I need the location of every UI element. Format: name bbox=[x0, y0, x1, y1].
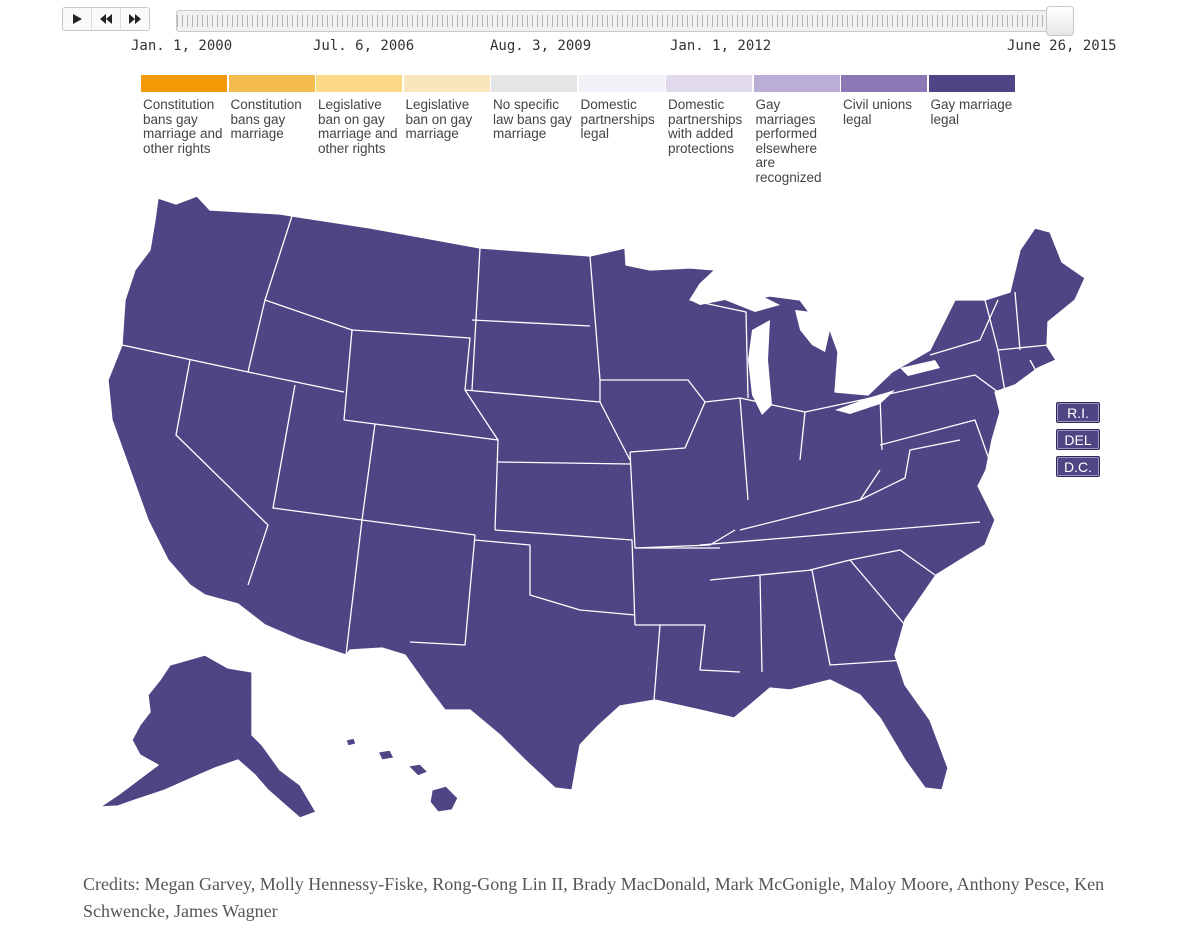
lake-ontario bbox=[900, 360, 940, 376]
legend-swatch bbox=[491, 75, 577, 92]
legend: Constitution bans gay marriage and other… bbox=[141, 75, 1016, 185]
timeline-slider-handle[interactable] bbox=[1046, 6, 1074, 36]
timeline-tick-label: June 26, 2015 bbox=[1007, 38, 1117, 54]
fast-forward-button[interactable] bbox=[121, 8, 149, 30]
timeline-tick-label: Jan. 1, 2012 bbox=[670, 38, 772, 54]
fast-forward-icon bbox=[129, 14, 141, 24]
lake-huron bbox=[795, 310, 830, 352]
legend-item: No specific law bans gay marriage bbox=[491, 75, 577, 185]
legend-swatch bbox=[841, 75, 927, 92]
timeline-tick-label: Jul. 6, 2006 bbox=[313, 38, 415, 54]
legend-swatch bbox=[753, 75, 840, 92]
legend-swatch bbox=[666, 75, 752, 92]
legend-swatch bbox=[928, 75, 1015, 92]
legend-item: Domestic partnerships legal bbox=[578, 75, 665, 185]
legend-item: Legislative ban on gay marriage and othe… bbox=[316, 75, 402, 185]
alaska[interactable] bbox=[99, 654, 317, 819]
legend-label: Legislative ban on gay marriage and othe… bbox=[318, 97, 398, 156]
legend-label: Domestic partnerships legal bbox=[580, 97, 655, 141]
lake-superior bbox=[690, 285, 780, 312]
legend-item: Legislative ban on gay marriage bbox=[403, 75, 490, 185]
timeline-tick-label: Aug. 3, 2009 bbox=[490, 38, 592, 54]
small-state-ri[interactable]: R.I. bbox=[1056, 402, 1100, 423]
legend-label: Domestic partnerships with added protect… bbox=[668, 97, 743, 156]
great-lakes bbox=[690, 285, 940, 415]
legend-swatch bbox=[316, 75, 402, 92]
legend-swatch bbox=[228, 75, 315, 92]
legend-item: Domestic partnerships with added protect… bbox=[666, 75, 752, 185]
credits: Credits: Megan Garvey, Molly Hennessy-Fi… bbox=[83, 874, 1105, 921]
timeline-slider[interactable] bbox=[176, 10, 1074, 32]
lake-michigan bbox=[748, 320, 772, 415]
play-icon bbox=[73, 14, 82, 24]
rewind-button[interactable] bbox=[92, 8, 121, 30]
legend-item: Constitution bans gay marriage and other… bbox=[141, 75, 227, 185]
hawaii-island[interactable] bbox=[407, 763, 429, 777]
legend-label: No specific law bans gay marriage bbox=[493, 97, 572, 141]
legend-label: Gay marriages performed elsewhere are re… bbox=[755, 97, 822, 185]
small-state-del[interactable]: DEL bbox=[1056, 429, 1100, 450]
legend-label: Civil unions legal bbox=[843, 97, 913, 127]
legend-item: Gay marriage legal bbox=[928, 75, 1015, 185]
state-borders bbox=[121, 215, 1049, 701]
legend-label: Legislative ban on gay marriage bbox=[405, 97, 473, 141]
lake-erie bbox=[835, 390, 895, 414]
legend-label: Constitution bans gay marriage bbox=[230, 97, 302, 141]
contiguous-us[interactable] bbox=[107, 195, 1086, 791]
legend-item: Gay marriages performed elsewhere are re… bbox=[753, 75, 840, 185]
legend-swatch bbox=[578, 75, 665, 92]
play-button[interactable] bbox=[63, 8, 92, 30]
legend-item: Constitution bans gay marriage bbox=[228, 75, 315, 185]
small-state-dc[interactable]: D.C. bbox=[1056, 456, 1100, 477]
hawaii-island[interactable] bbox=[345, 737, 357, 747]
legend-item: Civil unions legal bbox=[841, 75, 927, 185]
legend-swatch bbox=[141, 75, 227, 92]
legend-swatch bbox=[403, 75, 490, 92]
hawaii[interactable] bbox=[429, 785, 459, 813]
legend-label: Gay marriage legal bbox=[930, 97, 1013, 127]
playback-controls bbox=[62, 7, 150, 31]
hawaii-island[interactable] bbox=[377, 749, 395, 761]
timeline-tick-label: Jan. 1, 2000 bbox=[131, 38, 233, 54]
rewind-icon bbox=[100, 14, 112, 24]
legend-label: Constitution bans gay marriage and other… bbox=[143, 97, 223, 156]
